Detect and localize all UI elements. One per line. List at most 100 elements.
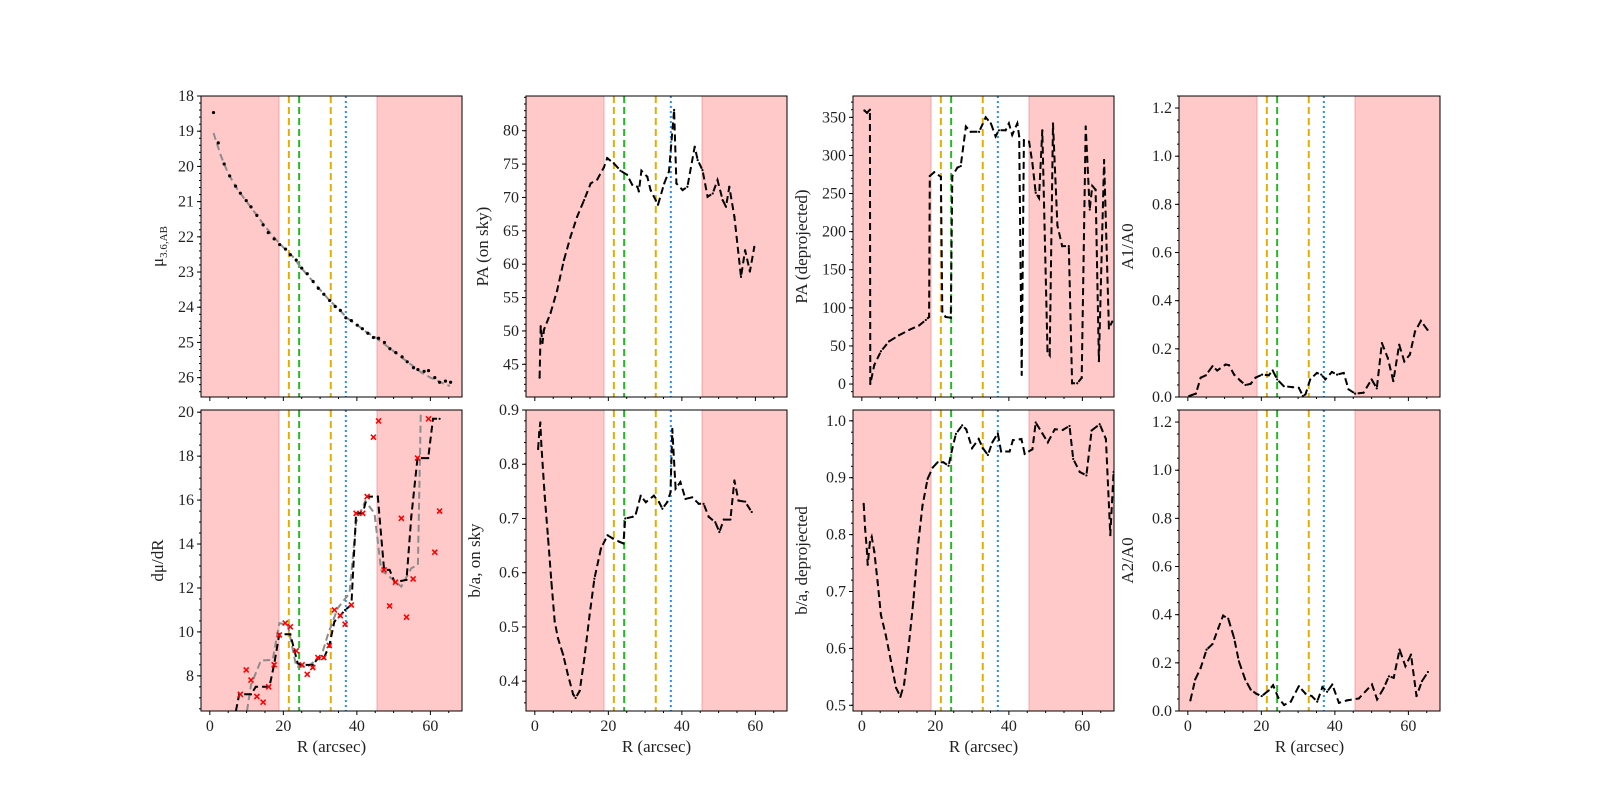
y-tick-label: 0.2	[1152, 341, 1172, 358]
x-marker	[326, 642, 333, 649]
series-ba-sky	[537, 422, 753, 700]
x-marker	[386, 602, 393, 610]
x-marker	[381, 566, 388, 574]
data-point	[1362, 391, 1365, 394]
data-point	[918, 324, 921, 327]
y-tick-label: 150	[822, 262, 846, 279]
data-point	[656, 203, 660, 206]
data-point	[1254, 376, 1257, 379]
data-point	[894, 686, 898, 689]
data-point	[1061, 428, 1065, 432]
y-axis-label-main: dμ/dR	[148, 539, 167, 582]
data-point	[311, 663, 314, 666]
x-marker	[260, 699, 267, 706]
y-tick-label: 1.2	[1152, 414, 1172, 431]
y-tick-label: 24	[178, 299, 194, 316]
y-tick-label: 70	[503, 189, 519, 206]
data-point	[1068, 424, 1071, 428]
data-point	[1034, 191, 1037, 194]
panel-5: 0 20 40 60 R (arcsec) 0.4 0.5 0.6 0.7 0.8 0.9 b/a, …	[465, 402, 788, 756]
data-point	[1022, 139, 1026, 142]
y-tick-label: 0.0	[1152, 703, 1172, 720]
y-tick-label: 20	[178, 404, 194, 421]
data-point	[542, 328, 546, 331]
data-point	[1304, 393, 1307, 396]
data-point	[733, 215, 736, 218]
data-point	[222, 162, 226, 166]
data-point	[936, 461, 939, 464]
x-tick-label: 40	[1327, 718, 1343, 735]
data-point	[865, 111, 869, 114]
data-point	[949, 316, 952, 319]
data-point	[1048, 353, 1051, 357]
data-point	[1098, 423, 1101, 426]
data-point	[652, 494, 656, 497]
data-point	[1249, 382, 1252, 385]
data-point	[1392, 380, 1395, 383]
data-point	[657, 501, 661, 504]
data-point	[1111, 320, 1114, 323]
data-point	[1382, 686, 1385, 689]
data-point	[1016, 122, 1019, 125]
shaded-region	[701, 410, 787, 711]
data-point	[249, 205, 253, 209]
y-axis-label-main: b/a, on sky	[465, 523, 484, 598]
data-point	[696, 158, 699, 162]
data-point	[667, 170, 671, 173]
data-point	[583, 656, 586, 659]
data-point	[743, 249, 747, 252]
data-point	[546, 537, 550, 540]
data-point	[899, 695, 902, 698]
data-point	[382, 340, 387, 345]
y-tick-label: 80	[503, 123, 519, 140]
data-point	[266, 230, 270, 235]
data-point	[574, 696, 577, 700]
data-point	[1237, 660, 1241, 663]
y-tick-label: 0.8	[499, 456, 519, 473]
y-tick-label: 0.0	[1152, 389, 1172, 406]
data-point	[921, 504, 924, 507]
data-point	[562, 259, 565, 262]
data-point	[1277, 696, 1280, 699]
data-point	[426, 368, 431, 373]
data-point	[637, 190, 640, 193]
data-point	[748, 270, 751, 273]
y-tick-label: 26	[178, 370, 194, 387]
x-marker	[431, 549, 438, 556]
data-point	[1376, 698, 1379, 701]
data-point	[944, 315, 947, 319]
data-point	[1409, 653, 1413, 656]
y-tick-label: 23	[178, 264, 194, 281]
data-point	[631, 515, 634, 518]
data-point	[1224, 363, 1227, 366]
data-point	[640, 169, 643, 172]
data-point	[959, 165, 962, 168]
x-tick-label: 40	[1001, 718, 1017, 735]
data-point	[422, 369, 426, 373]
data-point	[951, 174, 954, 178]
data-point	[305, 272, 309, 276]
data-point	[1260, 694, 1263, 698]
data-point	[1211, 642, 1214, 646]
data-point	[663, 182, 666, 185]
x-marker	[304, 671, 311, 678]
y-tick-label: 10	[178, 624, 194, 641]
y-axis-label-main: A1/A0	[1118, 223, 1137, 269]
y-axis-label-main: PA (on sky)	[473, 207, 492, 287]
shaded-region	[201, 96, 280, 397]
data-point	[666, 501, 669, 504]
data-point	[868, 108, 872, 111]
data-point	[1386, 356, 1389, 360]
y-axis-label-main: PA (deprojected)	[792, 189, 811, 303]
x-tick-label: 20	[927, 718, 943, 735]
x-tick-label: 0	[1184, 718, 1192, 735]
x-marker	[276, 631, 283, 639]
data-point	[977, 130, 981, 133]
x-tick-label: 60	[747, 718, 763, 735]
data-point	[1357, 697, 1360, 700]
data-point	[254, 685, 257, 688]
data-point	[1094, 188, 1097, 191]
x-tick-label: 60	[422, 718, 438, 735]
data-point	[996, 432, 999, 435]
data-point	[1375, 387, 1378, 390]
